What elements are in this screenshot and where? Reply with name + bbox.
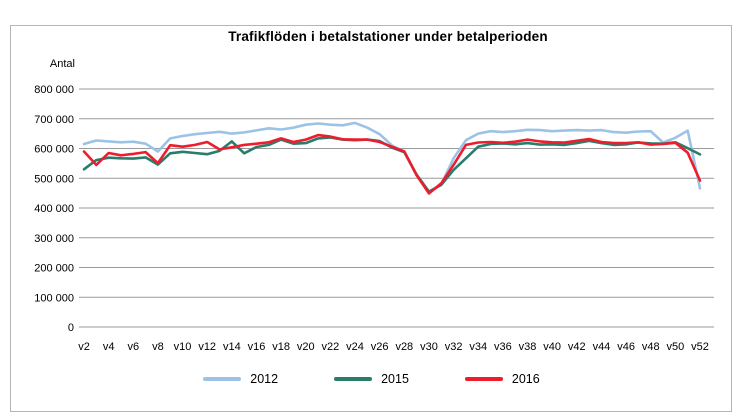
y-tick-label: 400 000 <box>34 203 74 215</box>
x-tick-label: v52 <box>691 341 709 353</box>
x-tick-label: v28 <box>395 341 413 353</box>
y-tick-label: 0 <box>68 322 74 334</box>
y-tick-label: 600 000 <box>34 144 74 156</box>
x-tick-label: v18 <box>272 341 290 353</box>
x-tick-label: v20 <box>297 341 315 353</box>
legend-label-2016: 2016 <box>511 372 540 386</box>
x-tick-label: v50 <box>666 341 684 353</box>
y-axis-label: Antal <box>49 58 75 70</box>
y-tick-label: 700 000 <box>34 114 74 126</box>
x-tick-label: v8 <box>152 341 164 353</box>
x-tick-label: v4 <box>103 341 115 353</box>
x-tick-label: v6 <box>127 341 139 353</box>
y-tick-label: 200 000 <box>34 263 74 275</box>
y-tick-label: 300 000 <box>34 233 74 245</box>
x-tick-label: v48 <box>642 341 660 353</box>
series-line-2012 <box>82 121 702 194</box>
x-tick-label: v44 <box>593 341 611 353</box>
x-tick-label: v2 <box>78 341 90 353</box>
x-tick-label: v32 <box>445 341 463 353</box>
x-tick-label: v14 <box>223 341 241 353</box>
legend: 2012 2015 2016 <box>0 372 743 386</box>
x-tick-label: v36 <box>494 341 512 353</box>
x-tick-label: v38 <box>519 341 537 353</box>
x-tick-label: v26 <box>371 341 389 353</box>
series-line-2016 <box>82 133 702 195</box>
x-tick-label: v42 <box>568 341 586 353</box>
legend-label-2012: 2012 <box>250 372 279 386</box>
legend-item-2012: 2012 <box>203 372 278 386</box>
y-tick-label: 800 000 <box>34 84 74 96</box>
x-tick-label: v46 <box>617 341 635 353</box>
legend-item-2016: 2016 <box>464 372 540 386</box>
y-tick-label: 500 000 <box>34 173 74 185</box>
x-tick-label: v16 <box>248 341 266 353</box>
legend-item-2015: 2015 <box>334 372 409 386</box>
x-tick-label: v30 <box>420 341 438 353</box>
legend-swatch-2015 <box>334 377 373 381</box>
y-tick-label: 100 000 <box>34 292 74 304</box>
x-tick-label: v22 <box>322 341 340 353</box>
legend-swatch-2016 <box>464 377 503 381</box>
x-tick-label: v40 <box>543 341 561 353</box>
x-tick-label: v12 <box>198 341 216 353</box>
chart-title: Trafikflöden i betalstationer under beta… <box>228 29 548 44</box>
legend-label-2015: 2015 <box>381 372 409 386</box>
x-tick-label: v24 <box>346 341 364 353</box>
x-tick-label: v34 <box>469 341 487 353</box>
x-tick-label: v10 <box>174 341 192 353</box>
legend-swatch-2012 <box>203 377 242 381</box>
